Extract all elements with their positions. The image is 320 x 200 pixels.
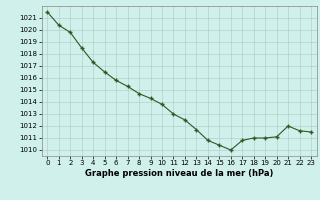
X-axis label: Graphe pression niveau de la mer (hPa): Graphe pression niveau de la mer (hPa) (85, 169, 273, 178)
